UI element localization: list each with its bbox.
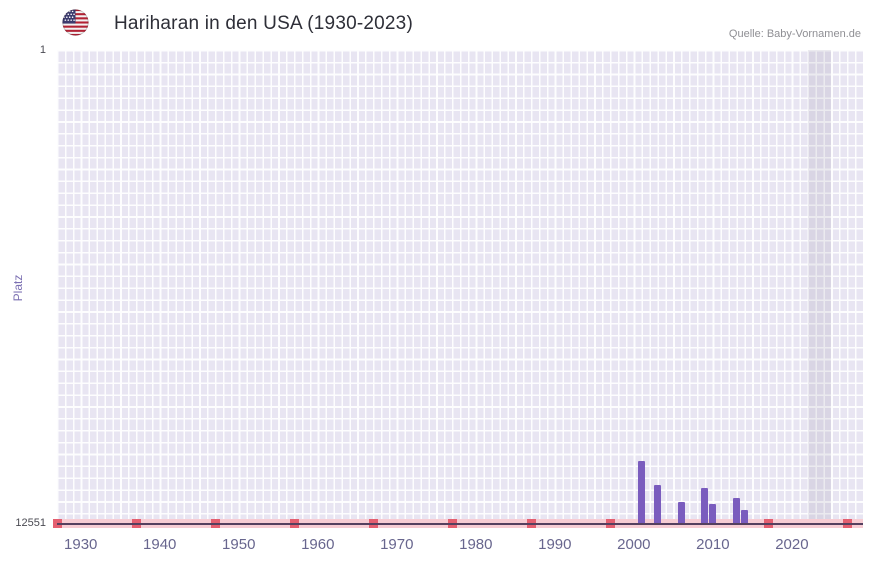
x-tick-1960: 1960 (301, 536, 335, 553)
x-axis-line (57, 522, 863, 525)
rank-bar-2014[interactable] (740, 510, 748, 524)
x-tick-1940: 1940 (143, 536, 177, 553)
rank-bar-2003[interactable] (654, 485, 662, 524)
x-tick-1950: 1950 (222, 536, 256, 553)
us-flag-icon (62, 9, 89, 36)
bars-layer (57, 50, 863, 525)
x-tick-2000: 2000 (617, 536, 651, 553)
rank-bar-2009[interactable] (701, 488, 709, 524)
y-axis-label: Platz (11, 274, 25, 302)
x-tick-2010: 2010 (696, 536, 730, 553)
x-tick-1970: 1970 (380, 536, 414, 553)
x-tick-1990: 1990 (538, 536, 572, 553)
y-tick-best-rank: 1 (39, 44, 46, 56)
x-tick-1930: 1930 (64, 536, 98, 553)
rank-bar-2010[interactable] (709, 503, 717, 524)
y-tick-worst-rank: 12551 (15, 517, 46, 529)
chart: 1930 1940 1950 1960 1970 1980 1990 2000 2010 2020 (52, 50, 863, 553)
source-credit: Quelle: Baby-Vornamen.de (728, 28, 861, 40)
x-tick-2020: 2020 (775, 536, 809, 553)
recent-years-highlight-band (807, 50, 832, 525)
plot-area[interactable] (57, 50, 863, 525)
rank-bar-2013[interactable] (733, 497, 741, 524)
rank-bar-2006[interactable] (677, 502, 685, 524)
x-axis-ticks: 1930 1940 1950 1960 1970 1980 1990 2000 2010 2020 (57, 536, 863, 556)
page-title: Hariharan in den USA (1930-2023) (114, 13, 413, 34)
x-tick-1980: 1980 (459, 536, 493, 553)
rank-bar-2001[interactable] (638, 461, 646, 524)
